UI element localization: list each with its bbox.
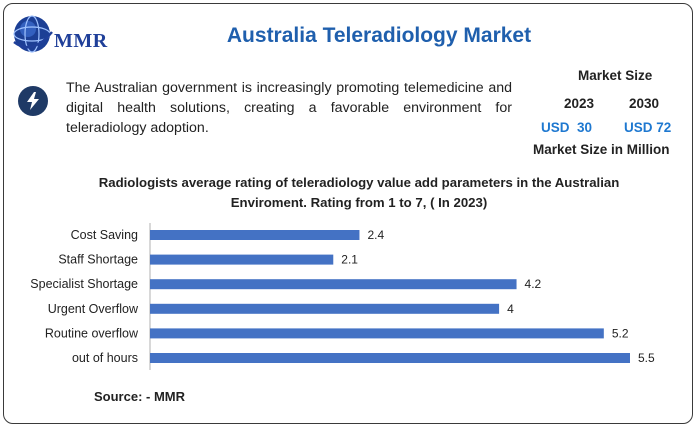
bar — [150, 254, 334, 265]
data-label: 4.2 — [525, 277, 542, 291]
category-label: Staff Shortage — [58, 253, 138, 267]
market-size-value-end: USD 72 — [624, 120, 672, 135]
data-label: 5.2 — [612, 326, 629, 340]
category-label: Cost Saving — [71, 228, 138, 242]
bar — [150, 353, 630, 363]
source-note: Source: - MMR — [94, 389, 185, 404]
globe-icon — [13, 15, 53, 53]
category-label: Routine overflow — [45, 326, 139, 340]
page-title: Australia Teleradiology Market — [226, 24, 532, 47]
market-description: The Australian government is increasingl… — [66, 80, 512, 136]
chart-title: Radiologists average rating of teleradio… — [98, 175, 620, 210]
data-label: 2.4 — [367, 228, 384, 242]
bar — [150, 279, 517, 290]
market-size-year-end: 2030 — [629, 96, 660, 111]
data-label: 4 — [507, 302, 514, 316]
category-label: Specialist Shortage — [30, 277, 138, 291]
mmr-logo: MMR — [10, 12, 120, 58]
market-size-year-start: 2023 — [564, 96, 595, 111]
category-label: Urgent Overflow — [48, 302, 139, 316]
lightning-bolt-icon — [18, 86, 48, 116]
data-label: 2.1 — [341, 253, 358, 267]
bar — [150, 303, 500, 314]
logo-text: MMR — [54, 30, 108, 52]
bar — [150, 230, 360, 240]
category-label: out of hours — [72, 351, 138, 365]
market-size-unit: Market Size in Million — [533, 142, 670, 157]
bar — [150, 328, 604, 339]
market-size-value-start: USD 30 — [541, 120, 593, 135]
market-size-title: Market Size — [578, 68, 653, 83]
data-label: 5.5 — [638, 351, 655, 365]
